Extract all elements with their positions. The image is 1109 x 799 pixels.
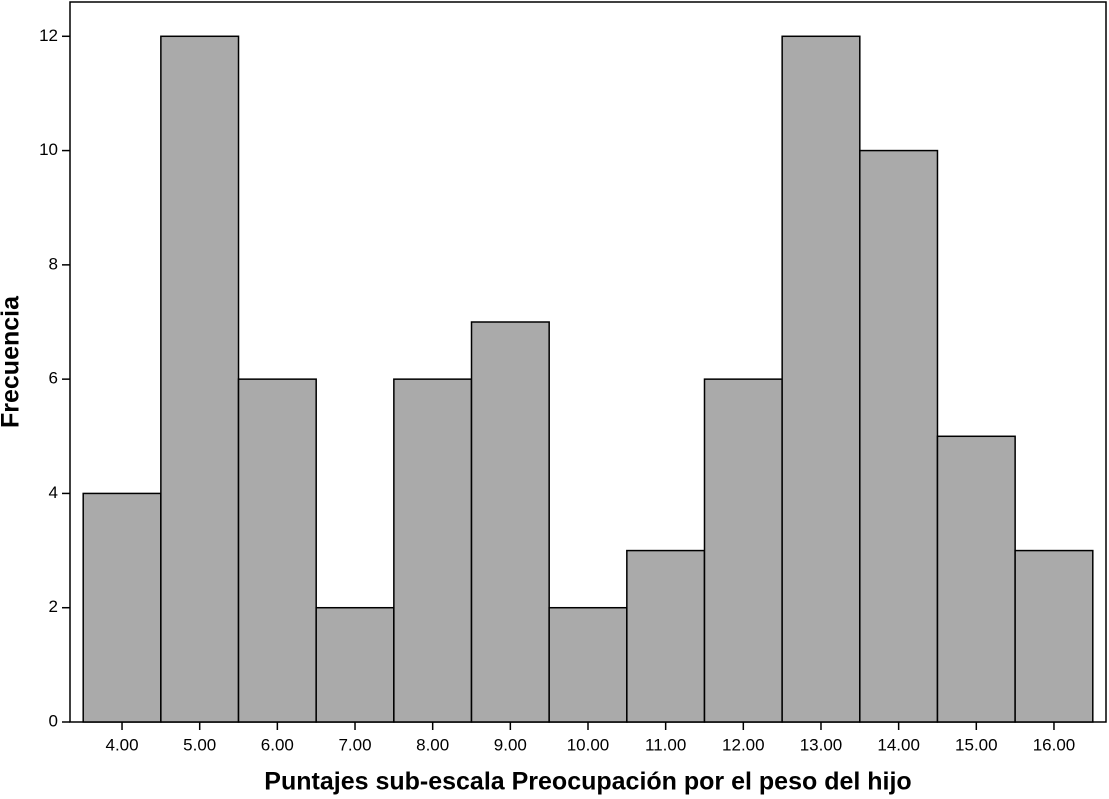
y-tick-label: 12 <box>39 26 58 45</box>
y-tick-label: 8 <box>49 254 58 273</box>
bar <box>859 149 939 723</box>
bar <box>548 606 628 723</box>
x-tick-label: 13.00 <box>800 735 843 754</box>
y-axis-title: Frecuencia <box>0 295 25 428</box>
x-tick-label: 11.00 <box>645 735 686 754</box>
y-tick-label: 4 <box>49 483 58 502</box>
x-tick-label: 15.00 <box>955 735 998 754</box>
y-tick-label: 10 <box>39 140 58 159</box>
bar <box>703 378 783 723</box>
x-tick-label: 9.00 <box>494 735 527 754</box>
bar <box>1014 549 1094 723</box>
bar <box>626 549 706 723</box>
bar <box>237 378 317 723</box>
x-tick-label: 5.00 <box>183 735 216 754</box>
bar <box>315 606 395 723</box>
bar <box>393 378 473 723</box>
x-tick-label: 10.00 <box>567 735 610 754</box>
bar <box>470 321 550 723</box>
x-tick-label: 8.00 <box>416 735 449 754</box>
bar <box>781 35 861 723</box>
x-tick-label: 4.00 <box>105 735 138 754</box>
x-axis-title: Puntajes sub-escala Preocupación por el … <box>264 768 911 796</box>
x-tick-label: 7.00 <box>338 735 371 754</box>
y-tick-label: 2 <box>49 597 58 616</box>
y-tick-label: 6 <box>49 369 58 388</box>
bar <box>160 35 240 723</box>
x-tick-label: 14.00 <box>877 735 920 754</box>
x-tick-label: 16.00 <box>1033 735 1076 754</box>
y-tick-label: 0 <box>49 711 58 730</box>
x-tick-label: 12.00 <box>722 735 765 754</box>
bar <box>936 435 1016 723</box>
bar <box>82 492 162 723</box>
x-tick-label: 6.00 <box>261 735 294 754</box>
